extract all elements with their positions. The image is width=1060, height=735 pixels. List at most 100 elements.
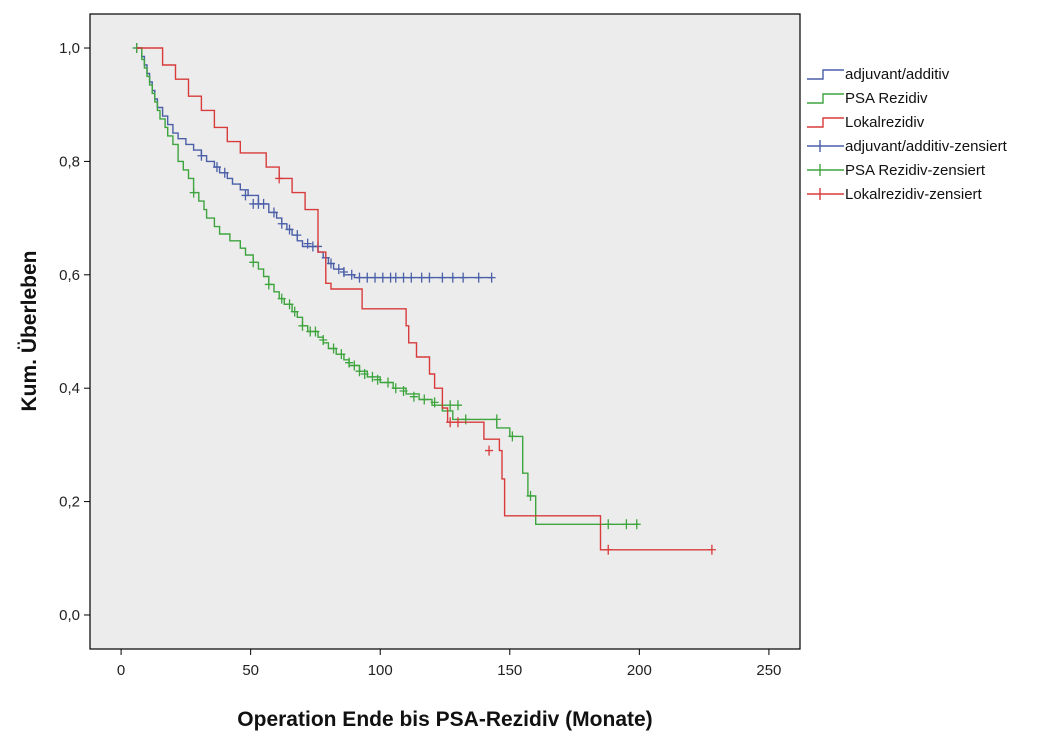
censor-mark bbox=[485, 445, 494, 456]
legend-label: PSA Rezidiv-zensiert bbox=[845, 162, 986, 179]
legend-swatch bbox=[807, 188, 844, 200]
x-tick-label: 0 bbox=[117, 662, 125, 679]
censor-mark bbox=[363, 272, 372, 283]
y-tick-label: 1,0 bbox=[59, 40, 80, 57]
censor-mark bbox=[319, 335, 328, 346]
legend-label: PSA Rezidiv bbox=[845, 90, 928, 107]
censor-mark bbox=[378, 272, 387, 283]
censor-mark bbox=[526, 490, 535, 501]
censor-mark bbox=[371, 272, 380, 283]
censor-mark bbox=[420, 394, 429, 405]
censor-mark bbox=[339, 266, 348, 277]
legend-item: adjuvant/additiv bbox=[807, 66, 950, 83]
x-tick-label: 50 bbox=[242, 662, 259, 679]
censor-mark bbox=[446, 400, 455, 411]
censor-mark bbox=[212, 162, 221, 173]
x-tick-label: 100 bbox=[368, 662, 393, 679]
axis-layer: 0 50 100 150 200 250 0,0 0,2 0,4 0,6 0,8 1,0 bbox=[59, 40, 781, 679]
censor-mark bbox=[334, 264, 343, 275]
censor-mark bbox=[189, 187, 198, 198]
censor-mark bbox=[399, 272, 408, 283]
censor-mark bbox=[360, 369, 369, 380]
censor-mark bbox=[241, 190, 250, 201]
censor-mark bbox=[604, 544, 613, 555]
x-tick-label: 250 bbox=[756, 662, 781, 679]
legend-item: PSA Rezidiv-zensiert bbox=[807, 162, 986, 179]
censor-mark bbox=[707, 544, 716, 555]
legend-label: adjuvant/additiv-zensiert bbox=[845, 138, 1008, 155]
legend-swatch bbox=[807, 93, 844, 104]
censor-mark bbox=[290, 306, 299, 317]
y-tick-label: 0,0 bbox=[59, 607, 80, 624]
censor-mark bbox=[622, 519, 631, 530]
censor-mark bbox=[277, 293, 286, 304]
censor-mark bbox=[293, 230, 302, 241]
legend-swatch bbox=[807, 117, 844, 128]
censor-mark bbox=[407, 272, 416, 283]
legend: adjuvant/additiv PSA Rezidiv Lokalrezidiv a… bbox=[807, 66, 1008, 203]
censor-mark bbox=[275, 173, 284, 184]
censor-mark bbox=[604, 519, 613, 530]
legend-item: Lokalrezidiv bbox=[807, 114, 925, 131]
legend-swatch bbox=[807, 140, 844, 152]
censor-mark bbox=[459, 272, 468, 283]
censor-mark bbox=[391, 272, 400, 283]
y-tick-label: 0,8 bbox=[59, 153, 80, 170]
legend-swatch bbox=[807, 164, 844, 176]
legend-label: adjuvant/additiv bbox=[845, 66, 950, 83]
legend-swatch bbox=[807, 69, 844, 80]
y-tick-label: 0,6 bbox=[59, 267, 80, 284]
censor-mark bbox=[373, 374, 382, 385]
censor-mark bbox=[350, 360, 359, 371]
y-tick-label: 0,2 bbox=[59, 494, 80, 511]
y-axis-title: Kum. Überleben bbox=[18, 250, 41, 411]
censor-mark bbox=[197, 150, 206, 161]
series-line bbox=[136, 47, 712, 551]
censor-mark bbox=[303, 238, 312, 249]
censor-mark bbox=[453, 400, 462, 411]
legend-label: Lokalrezidiv bbox=[845, 114, 925, 131]
censor-mark bbox=[355, 272, 364, 283]
censor-mark bbox=[326, 258, 335, 269]
censor-mark bbox=[329, 343, 338, 354]
censor-mark bbox=[220, 167, 229, 178]
censor-mark bbox=[355, 366, 364, 377]
censor-mark bbox=[298, 320, 307, 331]
legend-label: Lokalrezidiv-zensiert bbox=[845, 186, 983, 203]
x-tick-label: 150 bbox=[497, 662, 522, 679]
censor-mark bbox=[438, 272, 447, 283]
censor-mark bbox=[269, 207, 278, 218]
censor-mark bbox=[425, 272, 434, 283]
censor-mark bbox=[259, 198, 268, 209]
legend-item: PSA Rezidiv bbox=[807, 90, 928, 107]
legend-item: Lokalrezidiv-zensiert bbox=[807, 186, 983, 203]
legend-item: adjuvant/additiv-zensiert bbox=[807, 138, 1008, 155]
censor-mark bbox=[249, 257, 258, 268]
censor-mark bbox=[446, 417, 455, 428]
plot-area bbox=[89, 13, 801, 650]
censor-mark bbox=[409, 391, 418, 402]
x-tick-label: 200 bbox=[627, 662, 652, 679]
censor-mark bbox=[448, 272, 457, 283]
censor-mark bbox=[399, 386, 408, 397]
censor-mark bbox=[285, 224, 294, 235]
censor-mark bbox=[492, 414, 501, 425]
censor-mark bbox=[632, 519, 641, 530]
censor-mark bbox=[277, 218, 286, 229]
censor-mark bbox=[453, 417, 462, 428]
censor-mark bbox=[383, 377, 392, 388]
censor-mark bbox=[417, 272, 426, 283]
y-tick-label: 0,4 bbox=[59, 380, 80, 397]
series-2 bbox=[136, 47, 716, 555]
censor-mark bbox=[347, 269, 356, 280]
censor-mark bbox=[391, 383, 400, 394]
censor-mark bbox=[264, 279, 273, 290]
censor-mark bbox=[474, 272, 483, 283]
censor-mark bbox=[430, 397, 439, 408]
series-layer bbox=[132, 43, 716, 555]
censor-mark bbox=[311, 326, 320, 337]
censor-mark bbox=[487, 272, 496, 283]
censor-mark bbox=[345, 357, 354, 368]
